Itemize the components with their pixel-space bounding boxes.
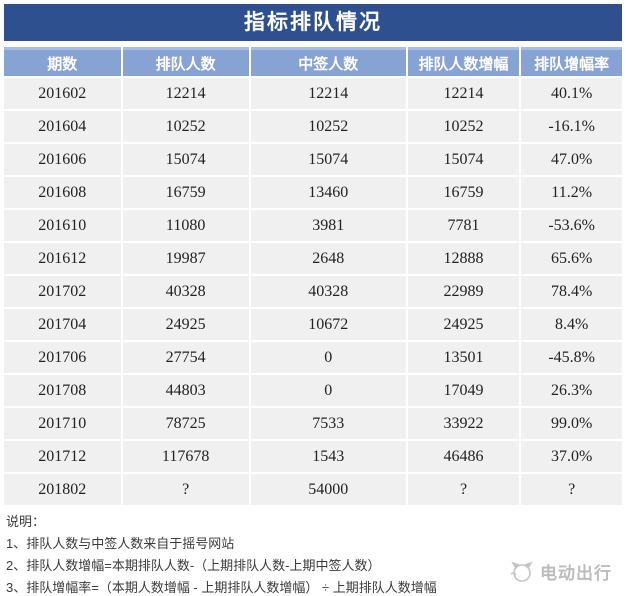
table-row: 201610 11080 3981 7781 -53.6%	[4, 210, 622, 241]
table-row: 201602 12214 12214 12214 40.1%	[4, 78, 622, 109]
table-row: 201606 15074 15074 15074 47.0%	[4, 144, 622, 175]
table-cell: 201712	[4, 441, 121, 472]
table-cell: 0	[250, 342, 406, 373]
table-cell: 2648	[250, 243, 406, 274]
table-cell: 201608	[4, 177, 121, 208]
table-cell: 15074	[250, 144, 406, 175]
note-item: 1、排队人数与中签人数来自于摇号网站	[6, 536, 235, 551]
table-cell: 201606	[4, 144, 121, 175]
table-row: 201702 40328 40328 22989 78.4%	[4, 276, 622, 307]
table-cell: 54000	[250, 474, 406, 505]
table-cell: 10252	[250, 111, 406, 142]
table-cell: ?	[407, 474, 520, 505]
table-cell: 201604	[4, 111, 121, 142]
table-cell: 117678	[122, 441, 249, 472]
table-cell: 1543	[250, 441, 406, 472]
table-cell: 201802	[4, 474, 121, 505]
column-header-queue-count: 排队人数	[122, 47, 249, 76]
table-cell: 99.0%	[521, 408, 622, 439]
table-cell: -53.6%	[521, 210, 622, 241]
table-cell: 78725	[122, 408, 249, 439]
table-cell: 8.4%	[521, 309, 622, 340]
table-cell: 78.4%	[521, 276, 622, 307]
table-cell: 7781	[407, 210, 520, 241]
table-cell: 11080	[122, 210, 249, 241]
table-cell: 201602	[4, 78, 121, 109]
table-cell: 11.2%	[521, 177, 622, 208]
table-cell: 201710	[4, 408, 121, 439]
table-cell: 37.0%	[521, 441, 622, 472]
watermark: 电动出行	[508, 559, 612, 584]
table-cell: 40328	[122, 276, 249, 307]
notes-section: 说明： 1、排队人数与中签人数来自于摇号网站 2、排队人数增幅=本期排队人数-（…	[0, 507, 626, 596]
column-header-period: 期数	[4, 47, 121, 76]
table-cell: 7533	[250, 408, 406, 439]
table-cell: 40.1%	[521, 78, 622, 109]
table-row: 201706 27754 0 13501 -45.8%	[4, 342, 622, 373]
table-cell: 16759	[122, 177, 249, 208]
table-cell: -45.8%	[521, 342, 622, 373]
table-row: 201708 44803 0 17049 26.3%	[4, 375, 622, 406]
table-row: 201712 117678 1543 46486 37.0%	[4, 441, 622, 472]
table-cell: 13501	[407, 342, 520, 373]
table-cell: 40328	[250, 276, 406, 307]
table-cell: 47.0%	[521, 144, 622, 175]
table-cell: 19987	[122, 243, 249, 274]
column-header-increase-rate: 排队增幅率	[521, 47, 622, 76]
table-cell: 12214	[250, 78, 406, 109]
table-row: 201802? 54000??	[4, 474, 622, 505]
table-cell: 46486	[407, 441, 520, 472]
table-cell: 17049	[407, 375, 520, 406]
table-cell: 201612	[4, 243, 121, 274]
table-cell: 10672	[250, 309, 406, 340]
column-header-queue-increase: 排队人数增幅	[407, 47, 520, 76]
table-row: 201710 78725 7533 33922 99.0%	[4, 408, 622, 439]
table-cell: 33922	[407, 408, 520, 439]
table-cell: ?	[521, 474, 622, 505]
table-cell: 24925	[407, 309, 520, 340]
table-body: 201602 12214 12214 12214 40.1% 201604 10252 102…	[4, 78, 622, 505]
table-cell: 10252	[407, 111, 520, 142]
note-item: 2、排队人数增幅=本期排队人数-（上期排队人数-上期中签人数）	[6, 558, 381, 573]
note-item: 3、排队增幅率=（本期人数增幅 - 上期排队人数增幅） ÷ 上期排队人数增幅	[6, 580, 437, 595]
table-cell: 15074	[407, 144, 520, 175]
table-cell: 201702	[4, 276, 121, 307]
table-cell: 10252	[122, 111, 249, 142]
table-row: 201704 24925 10672 24925 8.4%	[4, 309, 622, 340]
column-header-winner-count: 中签人数	[250, 47, 406, 76]
table-row: 201608 16759 13460 16759 11.2%	[4, 177, 622, 208]
table-cell: 26.3%	[521, 375, 622, 406]
notes-heading: 说明：	[6, 514, 46, 529]
table-cell: 12214	[122, 78, 249, 109]
table-row: 201612 19987 2648 12888 65.6%	[4, 243, 622, 274]
table-row: 201604 10252 10252 10252 -16.1%	[4, 111, 622, 142]
table-cell: 44803	[122, 375, 249, 406]
table-cell: 12888	[407, 243, 520, 274]
table-cell: 15074	[122, 144, 249, 175]
table-cell: -16.1%	[521, 111, 622, 142]
table-cell: 13460	[250, 177, 406, 208]
table-cell: 27754	[122, 342, 249, 373]
table-cell: 0	[250, 375, 406, 406]
table-cell: 201706	[4, 342, 121, 373]
table-cell: 65.6%	[521, 243, 622, 274]
queue-table: 期数 排队人数 中签人数 排队人数增幅 排队增幅率 201602 12214 122…	[2, 45, 624, 507]
table-cell: 16759	[407, 177, 520, 208]
table-cell: 24925	[122, 309, 249, 340]
table-cell: 22989	[407, 276, 520, 307]
table-cell: 201610	[4, 210, 121, 241]
table-title: 指标排队情况	[4, 4, 622, 41]
table-cell: 12214	[407, 78, 520, 109]
table-cell: ?	[122, 474, 249, 505]
watermark-label: 电动出行	[540, 564, 612, 583]
mascot-logo-icon	[508, 560, 534, 584]
table-cell: 201704	[4, 309, 121, 340]
table-cell: 201708	[4, 375, 121, 406]
table-cell: 3981	[250, 210, 406, 241]
header-row: 期数 排队人数 中签人数 排队人数增幅 排队增幅率	[4, 47, 622, 76]
